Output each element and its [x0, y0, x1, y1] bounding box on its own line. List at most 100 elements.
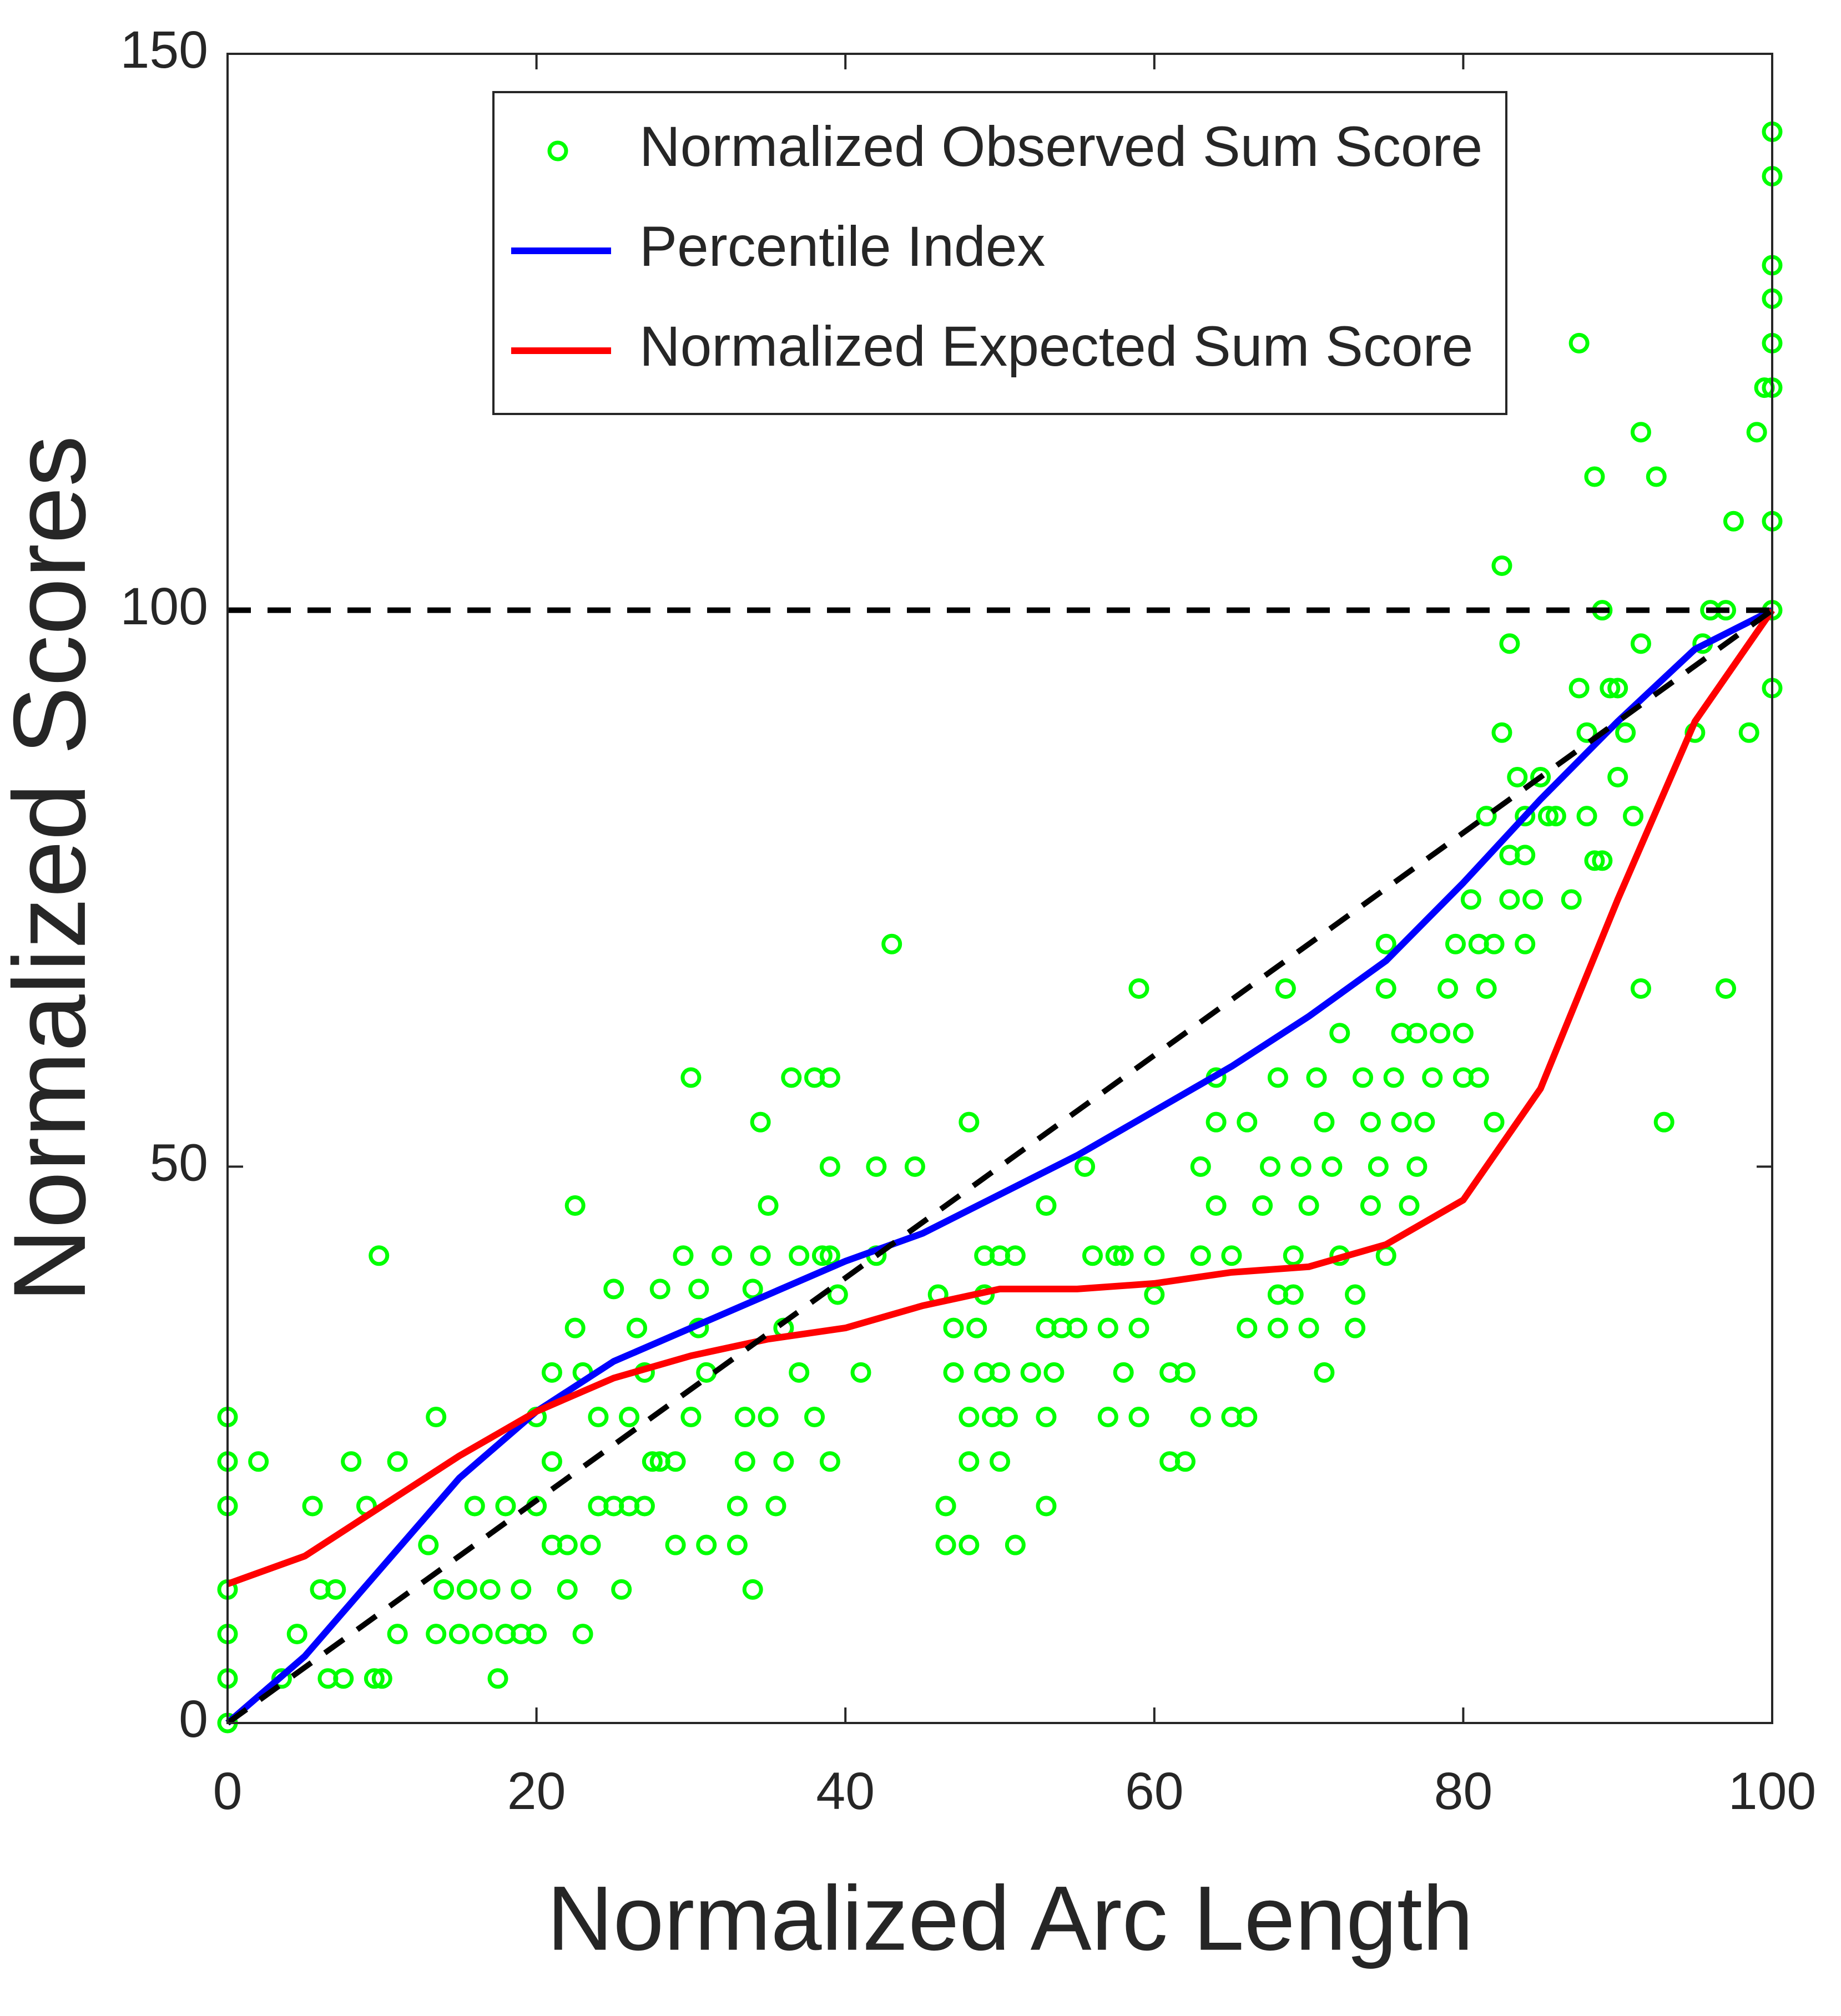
scatter-point	[1406, 1023, 1428, 1044]
scatter-point	[1360, 1195, 1381, 1216]
scatter-point	[1438, 978, 1459, 999]
scatter-point	[1584, 850, 1605, 871]
scatter-point	[325, 1579, 346, 1600]
scatter-point	[1499, 633, 1520, 654]
scatter-point	[742, 1579, 763, 1600]
scatter-point	[1221, 1245, 1242, 1266]
legend-box	[492, 91, 1507, 415]
scatter-point	[1174, 1362, 1196, 1383]
scatter-point	[758, 1407, 779, 1428]
x-tick-label: 60	[1125, 1762, 1184, 1821]
scatter-point	[541, 1451, 562, 1472]
legend-marker	[547, 140, 568, 161]
scatter-point	[1630, 633, 1651, 654]
scatter-point	[1399, 1195, 1420, 1216]
scatter-point	[1036, 1495, 1057, 1517]
scatter-point	[959, 1534, 980, 1555]
scatter-point	[727, 1534, 748, 1555]
scatter-point	[1105, 1245, 1126, 1266]
scatter-point	[1383, 1067, 1404, 1088]
scatter-point	[680, 1407, 702, 1428]
scatter-point	[1515, 845, 1536, 866]
line	[226, 608, 1775, 1587]
scatter-point	[1206, 1195, 1227, 1216]
scatter-point	[1128, 978, 1149, 999]
scatter-point	[286, 1624, 307, 1645]
scatter-point	[1097, 1317, 1118, 1338]
scatter-point	[1723, 511, 1744, 532]
scatter-point	[649, 1279, 670, 1300]
scatter-point	[1128, 1407, 1149, 1428]
scatter-point	[1298, 1195, 1319, 1216]
scatter-point	[572, 1624, 593, 1645]
scatter-point	[1738, 722, 1759, 743]
scatter-point	[1530, 766, 1551, 787]
scatter-point	[819, 1245, 840, 1266]
scatter-point	[1190, 1245, 1211, 1266]
scatter-point	[819, 1067, 840, 1088]
scatter-point	[1368, 1156, 1389, 1177]
scatter-point	[665, 1451, 686, 1472]
scatter-point	[866, 1156, 887, 1177]
scatter-point	[426, 1407, 447, 1428]
scatter-point	[418, 1534, 439, 1555]
scatter-point	[1329, 1023, 1350, 1044]
scatter-point	[765, 1495, 786, 1517]
scatter-point	[680, 1067, 702, 1088]
legend-label: Percentile Index	[639, 215, 1045, 278]
scatter-point	[448, 1624, 470, 1645]
x-tick-label: 20	[507, 1762, 566, 1821]
scatter-point	[341, 1451, 362, 1472]
scatter-point	[1746, 422, 1767, 443]
scatter-point	[850, 1362, 871, 1383]
scatter-point	[1468, 1067, 1489, 1088]
scatter-point	[1290, 1156, 1312, 1177]
scatter-point	[1144, 1245, 1165, 1266]
x-tick-label: 40	[816, 1762, 875, 1821]
scatter-point	[1568, 332, 1590, 353]
scatter-point	[1568, 678, 1590, 699]
scatter-point	[495, 1495, 516, 1517]
scatter-point	[727, 1495, 748, 1517]
scatter-point	[1322, 1156, 1343, 1177]
scatter-point	[1452, 1023, 1474, 1044]
scatter-point	[904, 1156, 925, 1177]
scatter-point	[943, 1317, 964, 1338]
scatter-point	[1630, 422, 1651, 443]
scatter-point	[696, 1534, 717, 1555]
y-tick-label: 0	[179, 1690, 208, 1749]
scatter-point	[626, 1317, 647, 1338]
scatter-point	[480, 1579, 501, 1600]
scatter-point	[1005, 1245, 1026, 1266]
scatter-point	[1190, 1407, 1211, 1428]
scatter-point	[371, 1668, 392, 1689]
scatter-point	[997, 1407, 1018, 1428]
scatter-point	[271, 1668, 292, 1689]
scatter-point	[642, 1451, 663, 1472]
scatter-point	[734, 1451, 755, 1472]
scatter-point	[1537, 806, 1558, 827]
line	[225, 607, 1774, 1726]
scatter-point	[302, 1495, 323, 1517]
scatter-point	[1190, 1156, 1211, 1177]
scatter-point	[1607, 678, 1628, 699]
scatter-point	[1375, 978, 1396, 999]
scatter-point	[1260, 1156, 1281, 1177]
scatter-point	[1545, 806, 1566, 827]
scatter-point	[557, 1534, 578, 1555]
scatter-point	[1491, 722, 1512, 743]
y-tick-label: 50	[149, 1133, 208, 1192]
scatter-point	[487, 1668, 508, 1689]
scatter-point	[959, 1111, 980, 1133]
scatter-point	[1345, 1317, 1366, 1338]
scatter-point	[943, 1362, 964, 1383]
scatter-point	[619, 1407, 640, 1428]
scatter-point	[1522, 889, 1544, 910]
scatter-point	[1283, 1245, 1304, 1266]
scatter-point	[364, 1668, 385, 1689]
scatter-point	[804, 1407, 825, 1428]
scatter-point	[1298, 1317, 1319, 1338]
scatter-point	[1414, 1111, 1435, 1133]
scatter-point	[611, 1579, 632, 1600]
